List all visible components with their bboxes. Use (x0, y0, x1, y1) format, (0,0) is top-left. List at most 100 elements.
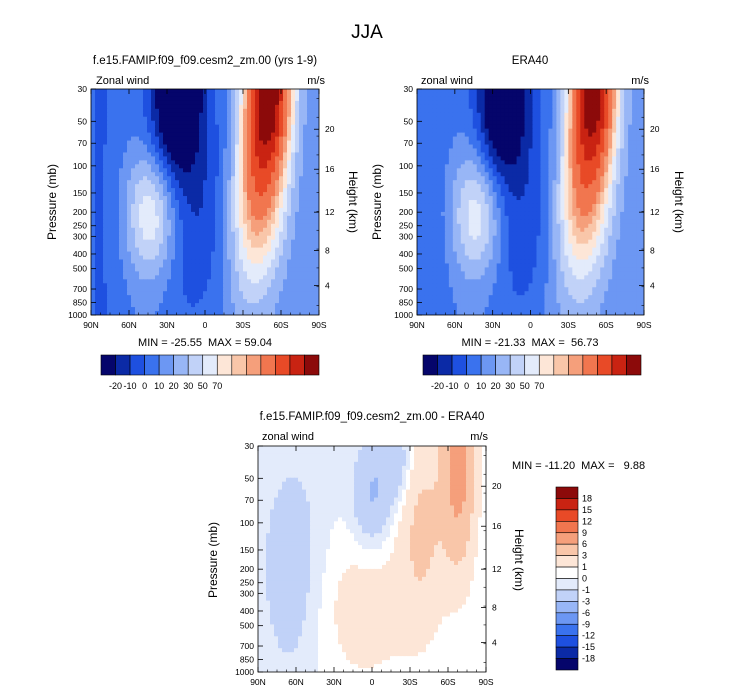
contour-cell (239, 152, 244, 157)
contour-cell (428, 164, 434, 169)
contour-cell (159, 235, 164, 241)
contour-cell (303, 184, 308, 189)
contour-cell (183, 160, 188, 165)
contour-cell (215, 124, 220, 130)
contour-cell (259, 176, 264, 181)
contour-cell (175, 89, 180, 94)
contour-cell (251, 263, 256, 269)
contour-cell (143, 196, 148, 201)
contour-cell (492, 156, 498, 161)
contour-cell (568, 128, 573, 134)
contour-cell (528, 140, 534, 146)
contour-cell (311, 192, 316, 197)
contour-cell (544, 184, 550, 189)
contour-cell (544, 120, 550, 126)
contour-cell (139, 104, 144, 110)
contour-cell (315, 255, 319, 261)
contour-cell (203, 255, 208, 261)
contour-cell (444, 196, 450, 201)
contour-cell (267, 311, 272, 315)
contour-cell (512, 148, 518, 154)
contour-cell (472, 140, 478, 146)
contour-cell (207, 207, 212, 213)
contour-cell (195, 259, 200, 265)
contour-cell (127, 203, 132, 209)
contour-cell (203, 223, 208, 229)
contour-cell (159, 164, 164, 169)
contour-cell (417, 116, 422, 122)
contour-cell (420, 92, 426, 98)
contour-cell (504, 116, 510, 122)
contour-cell (239, 140, 244, 146)
contour-cell (440, 148, 446, 154)
contour-cell (484, 192, 490, 197)
contour-cell (203, 132, 208, 138)
contour-cell (576, 140, 581, 146)
contour-cell (203, 219, 208, 225)
contour-cell (263, 223, 268, 229)
contour-cell (163, 239, 168, 245)
contour-cell (544, 180, 550, 185)
contour-cell (151, 176, 156, 181)
contour-cell (279, 104, 284, 110)
contour-cell (632, 92, 637, 98)
contour-cell (580, 168, 585, 173)
contour-cell (532, 192, 538, 197)
contour-cell (275, 247, 280, 253)
contour-cell (267, 223, 272, 229)
contour-cell (251, 184, 256, 189)
contour-cell (235, 259, 240, 265)
contour-cell (107, 291, 112, 296)
contour-cell (251, 188, 256, 193)
contour-cell (175, 251, 180, 257)
contour-cell (227, 196, 232, 201)
contour-cell (147, 287, 152, 292)
contour-cell (295, 116, 300, 122)
contour-cell (440, 116, 446, 122)
contour-cell (215, 283, 220, 288)
contour-cell (616, 172, 621, 177)
contour-cell (247, 104, 252, 110)
contour-cell (608, 176, 613, 181)
contour-cell (291, 200, 296, 205)
contour-cell (111, 299, 116, 304)
contour-cell (103, 271, 108, 276)
contour-cell (159, 275, 164, 280)
contour-cell (191, 307, 196, 312)
contour-cell (195, 255, 200, 261)
contour-cell (203, 211, 208, 217)
contour-cell (640, 148, 644, 154)
contour-cell (636, 100, 641, 106)
contour-cell (191, 168, 196, 173)
contour-cell (303, 299, 308, 304)
contour-cell (271, 132, 276, 138)
contour-cell (307, 223, 312, 229)
contour-cell (143, 96, 148, 102)
contour-cell (259, 271, 264, 276)
contour-cell (119, 223, 124, 229)
contour-cell (472, 120, 478, 126)
contour-cell (179, 291, 184, 296)
contour-cell (432, 136, 438, 142)
contour-cell (436, 196, 442, 201)
contour-cell (564, 164, 569, 169)
contour-cell (432, 124, 438, 130)
contour-cell (203, 275, 208, 280)
contour-cell (259, 140, 264, 146)
contour-cell (604, 192, 609, 197)
contour-cell (167, 263, 172, 269)
contour-cell (512, 184, 518, 189)
contour-cell (219, 108, 224, 114)
contour-cell (143, 275, 148, 280)
contour-cell (287, 172, 292, 177)
contour-cell (444, 168, 450, 173)
contour-cell (263, 96, 268, 102)
contour-cell (123, 251, 128, 257)
contour-cell (227, 140, 232, 146)
contour-cell (464, 124, 470, 130)
contour-cell (95, 184, 100, 189)
contour-cell (271, 283, 276, 288)
contour-cell (424, 172, 430, 177)
contour-cell (231, 299, 236, 304)
contour-cell (187, 279, 192, 284)
